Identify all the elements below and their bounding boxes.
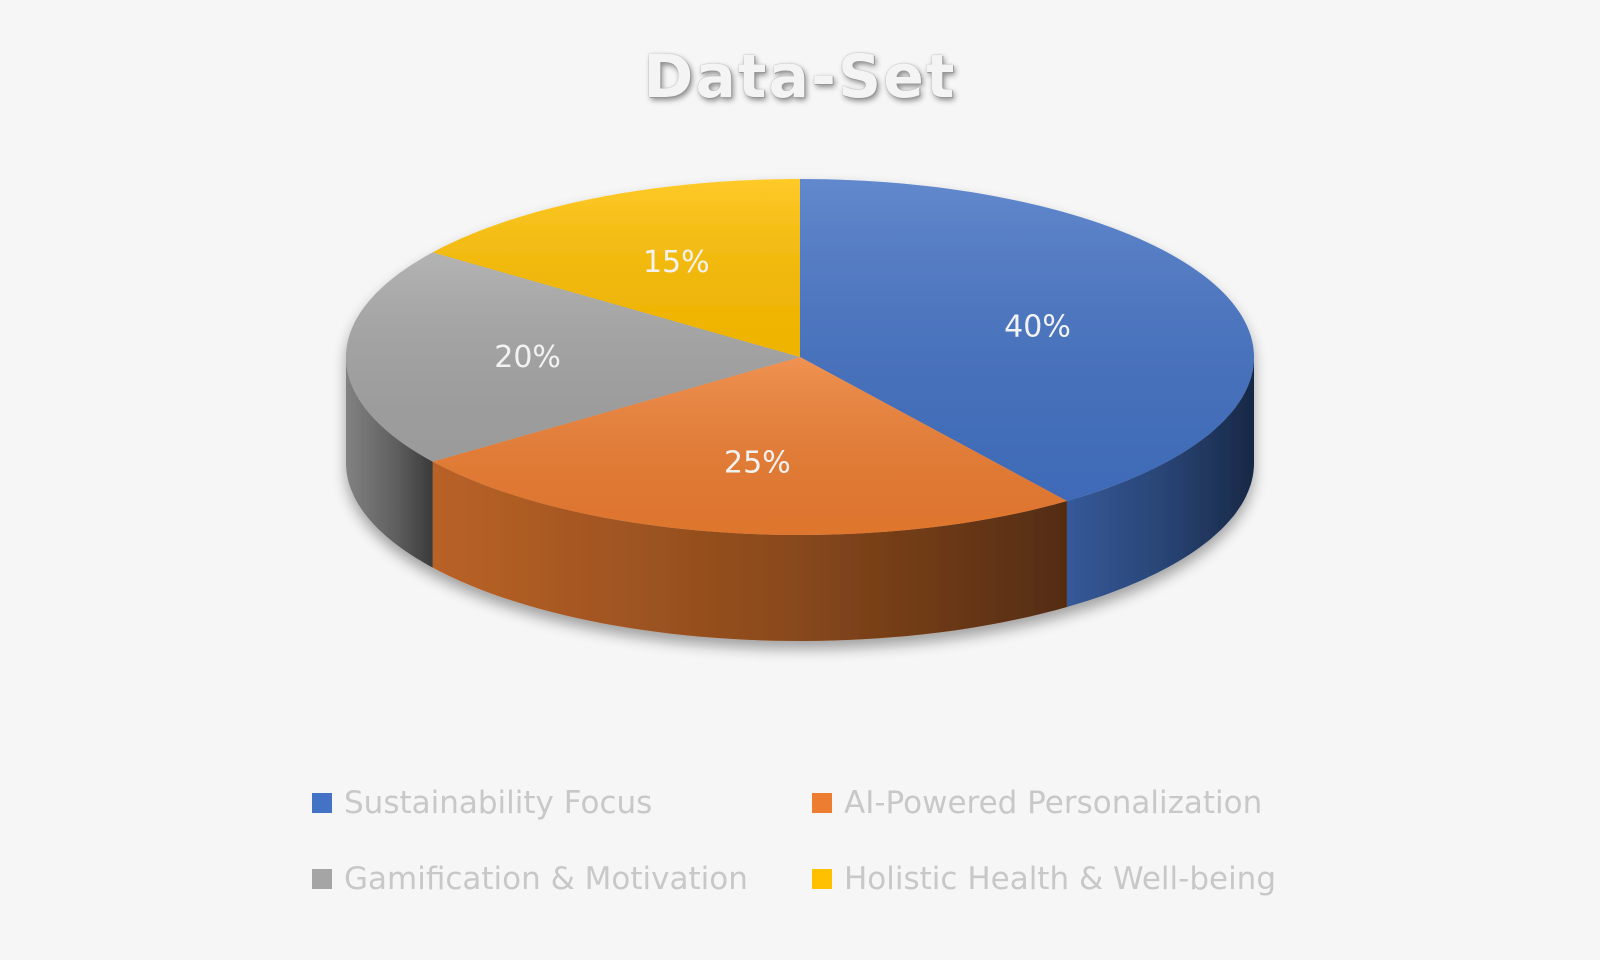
chart-title: Data-Set — [643, 42, 957, 112]
legend-item-gamification-and-motivation: Gamification & Motivation — [312, 857, 748, 901]
data-label-sustainability-focus: 40% — [1004, 310, 1071, 345]
legend-item-ai-powered-personalization: AI-Powered Personalization — [812, 781, 1262, 825]
pie-side-shading — [346, 357, 433, 568]
pie-side-shading — [1066, 357, 1254, 607]
pie-slice-sheen — [432, 357, 1067, 535]
legend-swatch — [312, 869, 332, 889]
legend-swatch — [812, 869, 832, 889]
legend-swatch — [812, 793, 832, 813]
pie-slice-sheen — [346, 252, 800, 462]
legend-label: Holistic Health & Well-being — [844, 861, 1277, 897]
legend-item-holistic-health-and-well-being: Holistic Health & Well-being — [812, 857, 1276, 901]
legend-label: AI-Powered Personalization — [844, 785, 1263, 821]
legend-item-sustainability-focus: Sustainability Focus — [312, 781, 652, 825]
legend-label: Gamification & Motivation — [344, 861, 748, 897]
pie-slice-sheen — [800, 179, 1254, 501]
data-label-ai-powered-personalization: 25% — [724, 446, 791, 481]
pie-slice-sheen — [432, 179, 800, 357]
pie-side-shading — [432, 461, 1067, 641]
legend-swatch — [312, 793, 332, 813]
data-label-holistic-health-and-well-being: 15% — [643, 245, 710, 280]
data-label-gamification-and-motivation: 20% — [494, 340, 561, 375]
legend-label: Sustainability Focus — [344, 785, 653, 821]
